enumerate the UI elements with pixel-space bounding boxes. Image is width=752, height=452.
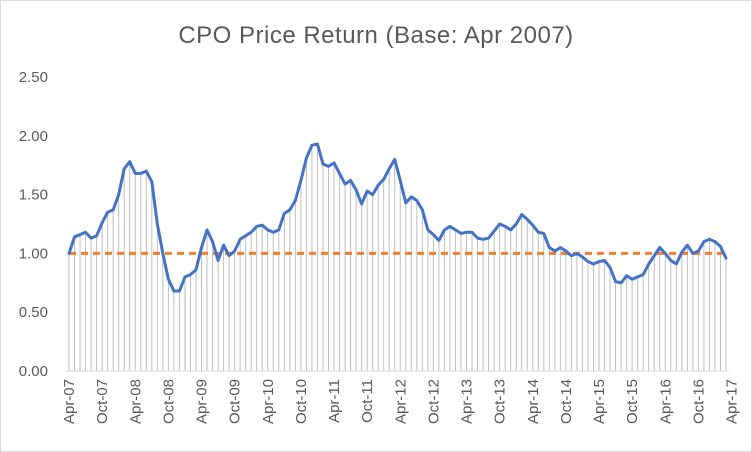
x-tick-label: Apr-16 xyxy=(657,379,674,424)
x-tick-label: Apr-15 xyxy=(591,379,608,424)
y-tick-label: 1.50 xyxy=(19,187,48,204)
x-tick-label: Apr-09 xyxy=(194,379,211,424)
x-tick-label: Apr-12 xyxy=(392,379,409,424)
y-tick-label: 2.50 xyxy=(19,69,48,86)
x-tick-label: Oct-10 xyxy=(293,379,310,424)
x-tick-label: Apr-08 xyxy=(127,379,144,424)
x-tick-label: Oct-11 xyxy=(359,379,376,423)
x-tick-label: Oct-15 xyxy=(624,379,641,424)
x-tick-label: Apr-11 xyxy=(326,379,343,423)
x-tick-label: Apr-17 xyxy=(724,379,741,424)
x-tick-label: Oct-07 xyxy=(94,379,111,424)
y-tick-label: 2.00 xyxy=(19,128,48,145)
y-axis: 0.00 0.50 1.00 1.50 2.00 2.50 xyxy=(19,69,48,380)
y-tick-label: 0.50 xyxy=(19,304,48,321)
y-tick-label: 0.00 xyxy=(19,363,48,380)
price-return-line xyxy=(67,142,728,293)
x-axis: Apr-07 Oct-07 Apr-08 Oct-08 Apr-09 Oct-09 Apr-… xyxy=(61,370,741,424)
x-tick-label: Oct-16 xyxy=(690,379,707,424)
x-tick-label: Apr-13 xyxy=(459,379,476,424)
x-tick-label: Oct-14 xyxy=(558,379,575,424)
x-tick-label: Apr-07 xyxy=(61,379,78,424)
x-tick-label: Apr-10 xyxy=(260,379,277,424)
x-tick-label: Oct-12 xyxy=(425,379,442,424)
x-tick-label: Apr-14 xyxy=(525,379,542,424)
x-tick-label: Oct-09 xyxy=(227,379,244,424)
vertical-bars xyxy=(68,144,727,371)
y-tick-label: 1.00 xyxy=(19,245,48,262)
chart-title: CPO Price Return (Base: Apr 2007) xyxy=(178,22,574,49)
x-tick-label: Oct-13 xyxy=(492,379,509,424)
x-tick-label: Oct-08 xyxy=(160,379,177,424)
